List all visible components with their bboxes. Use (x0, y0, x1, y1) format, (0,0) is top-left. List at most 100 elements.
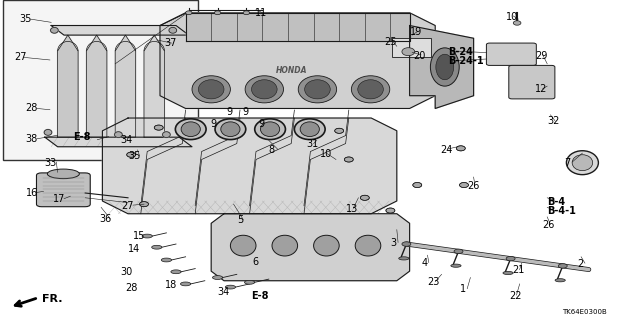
Text: 20: 20 (413, 51, 426, 61)
Polygon shape (211, 214, 410, 281)
Text: 38: 38 (26, 134, 38, 144)
Ellipse shape (142, 234, 152, 238)
Ellipse shape (456, 146, 465, 151)
Polygon shape (160, 13, 435, 108)
Text: FR.: FR. (42, 294, 62, 304)
Ellipse shape (386, 208, 395, 213)
Ellipse shape (314, 235, 339, 256)
Text: 35: 35 (128, 151, 140, 161)
Ellipse shape (360, 195, 369, 200)
Ellipse shape (513, 21, 521, 25)
Text: 28: 28 (26, 103, 38, 114)
Text: 34: 34 (218, 287, 230, 297)
Ellipse shape (402, 48, 415, 56)
Text: 9: 9 (210, 119, 216, 130)
FancyBboxPatch shape (486, 43, 536, 65)
Text: HONDA: HONDA (275, 66, 307, 75)
Text: 33: 33 (45, 158, 57, 168)
Text: 2: 2 (577, 259, 584, 269)
Text: 12: 12 (535, 84, 547, 94)
Text: B-4-1: B-4-1 (547, 206, 576, 216)
Ellipse shape (230, 235, 256, 256)
Text: 14: 14 (128, 244, 140, 254)
Text: 25: 25 (384, 37, 397, 47)
Ellipse shape (221, 122, 240, 137)
Text: 21: 21 (512, 265, 524, 275)
Text: 3: 3 (390, 238, 397, 248)
Text: 28: 28 (125, 283, 137, 293)
Text: 5: 5 (237, 215, 243, 225)
Text: 9: 9 (226, 107, 232, 117)
FancyBboxPatch shape (509, 65, 555, 99)
Ellipse shape (260, 122, 280, 137)
Ellipse shape (140, 202, 148, 207)
Bar (3, 0, 198, 160)
Text: B-24-1: B-24-1 (448, 56, 484, 66)
Ellipse shape (51, 27, 58, 33)
Text: 30: 30 (120, 267, 132, 277)
Text: 13: 13 (346, 204, 358, 214)
Ellipse shape (186, 11, 192, 15)
Ellipse shape (351, 76, 390, 103)
Text: 26: 26 (467, 181, 479, 191)
Ellipse shape (255, 119, 285, 140)
Text: 1: 1 (460, 284, 466, 294)
Polygon shape (86, 35, 107, 137)
Ellipse shape (243, 11, 250, 15)
Ellipse shape (44, 130, 52, 135)
Ellipse shape (298, 76, 337, 103)
Ellipse shape (294, 119, 325, 140)
Text: 26: 26 (543, 220, 555, 230)
Text: 29: 29 (535, 50, 547, 61)
Polygon shape (51, 26, 189, 35)
Text: 6: 6 (253, 257, 259, 267)
Text: 23: 23 (428, 277, 440, 287)
FancyBboxPatch shape (36, 173, 90, 207)
Ellipse shape (344, 157, 353, 162)
Text: 24: 24 (440, 145, 452, 155)
Ellipse shape (215, 119, 246, 140)
Ellipse shape (127, 152, 136, 157)
Text: 7: 7 (564, 158, 571, 168)
Ellipse shape (152, 245, 162, 249)
Ellipse shape (175, 119, 206, 140)
Text: TK64E0300B: TK64E0300B (562, 309, 607, 315)
Ellipse shape (214, 11, 221, 15)
Text: 22: 22 (509, 291, 522, 301)
Text: 31: 31 (306, 139, 318, 149)
Ellipse shape (212, 276, 223, 279)
Ellipse shape (252, 80, 277, 99)
Text: 16: 16 (26, 188, 38, 198)
Ellipse shape (355, 235, 381, 256)
Polygon shape (115, 35, 136, 137)
Text: 37: 37 (164, 38, 176, 48)
Ellipse shape (572, 155, 593, 171)
Ellipse shape (402, 242, 411, 246)
Ellipse shape (171, 270, 181, 274)
Ellipse shape (198, 80, 224, 99)
Ellipse shape (192, 76, 230, 103)
Ellipse shape (460, 182, 468, 188)
Ellipse shape (413, 182, 422, 188)
Ellipse shape (225, 285, 236, 289)
Text: 10: 10 (320, 149, 332, 159)
Ellipse shape (47, 169, 79, 179)
Polygon shape (58, 35, 78, 137)
Polygon shape (144, 35, 164, 137)
Text: 27: 27 (122, 201, 134, 211)
Ellipse shape (506, 256, 515, 261)
Ellipse shape (305, 80, 330, 99)
Ellipse shape (399, 257, 409, 260)
Ellipse shape (244, 280, 255, 284)
Text: 8: 8 (269, 145, 275, 155)
Ellipse shape (451, 264, 461, 267)
Ellipse shape (558, 264, 567, 268)
Text: 11: 11 (255, 8, 267, 18)
Ellipse shape (180, 282, 191, 286)
Text: 17: 17 (52, 194, 65, 204)
Ellipse shape (115, 132, 122, 137)
Ellipse shape (181, 122, 200, 137)
Text: 34: 34 (120, 135, 132, 145)
Polygon shape (45, 137, 192, 147)
Ellipse shape (272, 235, 298, 256)
